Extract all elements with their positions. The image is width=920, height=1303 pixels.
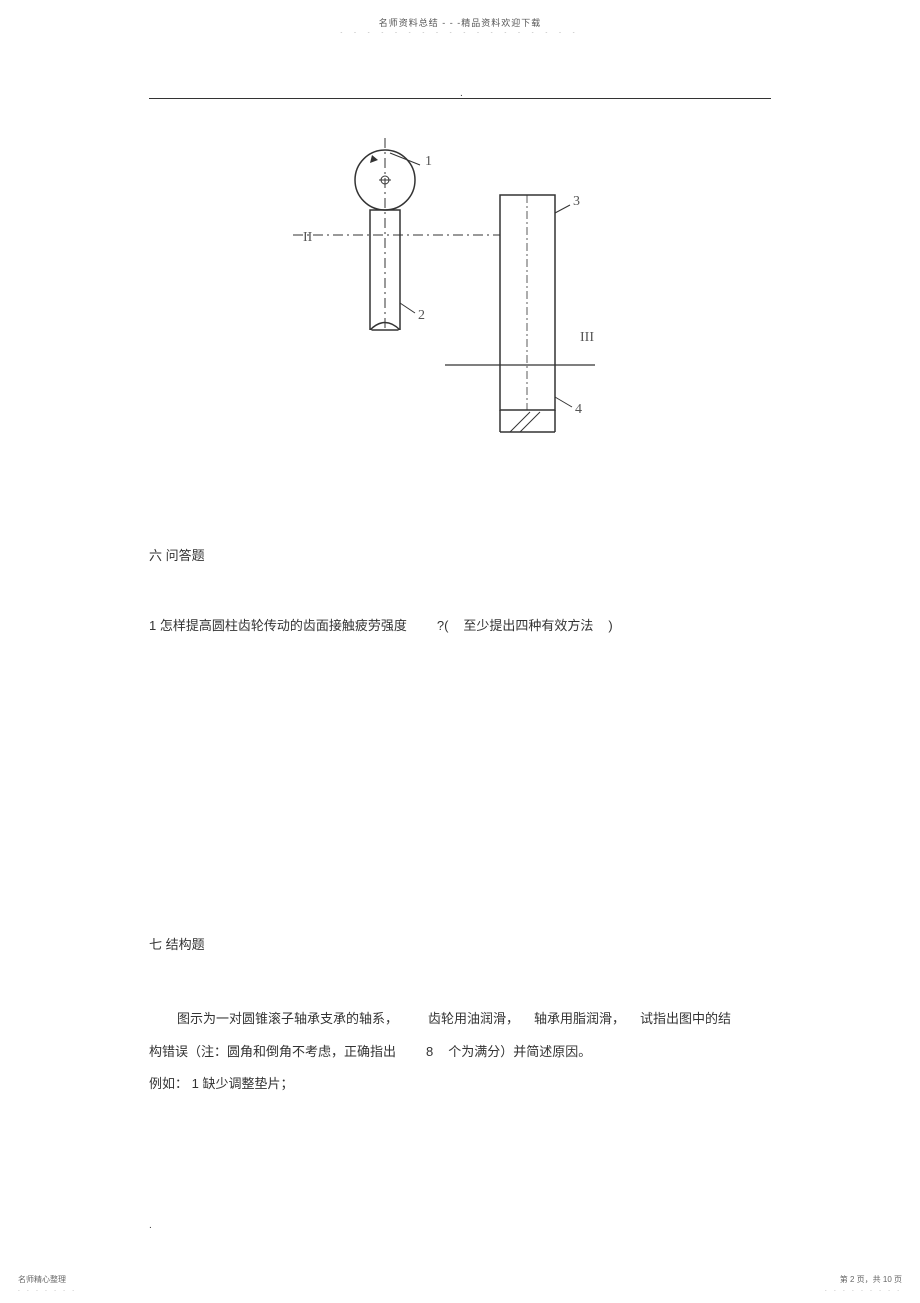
header-text: 名师资料总结 - - -精品资料欢迎下载 [379,16,542,29]
horizontal-rule [149,98,771,99]
question-1: 1 怎样提高圆柱齿轮传动的齿面接触疲劳强度 ?( 至少提出四种有效方法) [149,615,749,634]
para-l1-a: 图示为一对圆锥滚子轴承支承的轴系， [177,1011,398,1026]
footer-left-text: 名师精心整理 [18,1274,66,1285]
footer-right-text: 第 2 页，共 10 页 [840,1274,902,1285]
question-1-suffix: ?( [437,618,449,633]
bottom-marker: . [149,1220,152,1231]
svg-text:II: II [303,230,313,245]
question-1-text: 1 怎样提高圆柱齿轮传动的齿面接触疲劳强度 [149,618,407,633]
svg-text:3: 3 [573,194,580,209]
section-seven-title: 七 结构题 [149,934,205,953]
svg-text:III: III [580,330,594,345]
mechanical-diagram: 1 II 2 III 3 4 [285,135,615,465]
para-l2-a: 构错误（注：圆角和倒角不考虑，正确指出 [149,1044,396,1059]
footer-right-dots: - - - - - - - - - [825,1288,902,1294]
footer-left-dots: - - - - - - - [18,1288,77,1294]
para-l1-c: 轴承用脂润滑， [534,1011,625,1026]
question-1-close: ) [608,618,612,633]
para-l2-c: 个为满分）并简述原因。 [448,1044,591,1059]
svg-text:1: 1 [425,154,432,169]
para-l1-d: 试指出图中的结 [640,1011,731,1026]
svg-text:2: 2 [418,308,425,323]
header-dots: - - - - - - - - - - - - - - - - - - [340,30,579,36]
para-l3: 例如： 1 缺少调整垫片； [149,1076,293,1091]
para-l2-b: 8 [426,1044,433,1059]
para-l1-b: 齿轮用油润滑， [428,1011,519,1026]
structure-paragraph: 图示为一对圆锥滚子轴承支承的轴系， 齿轮用油润滑， 轴承用脂润滑， 试指出图中的结 构… [149,1003,771,1101]
svg-text:4: 4 [575,402,582,417]
section-six-title: 六 问答题 [149,545,205,564]
question-1-method: 至少提出四种有效方法 [463,618,593,633]
